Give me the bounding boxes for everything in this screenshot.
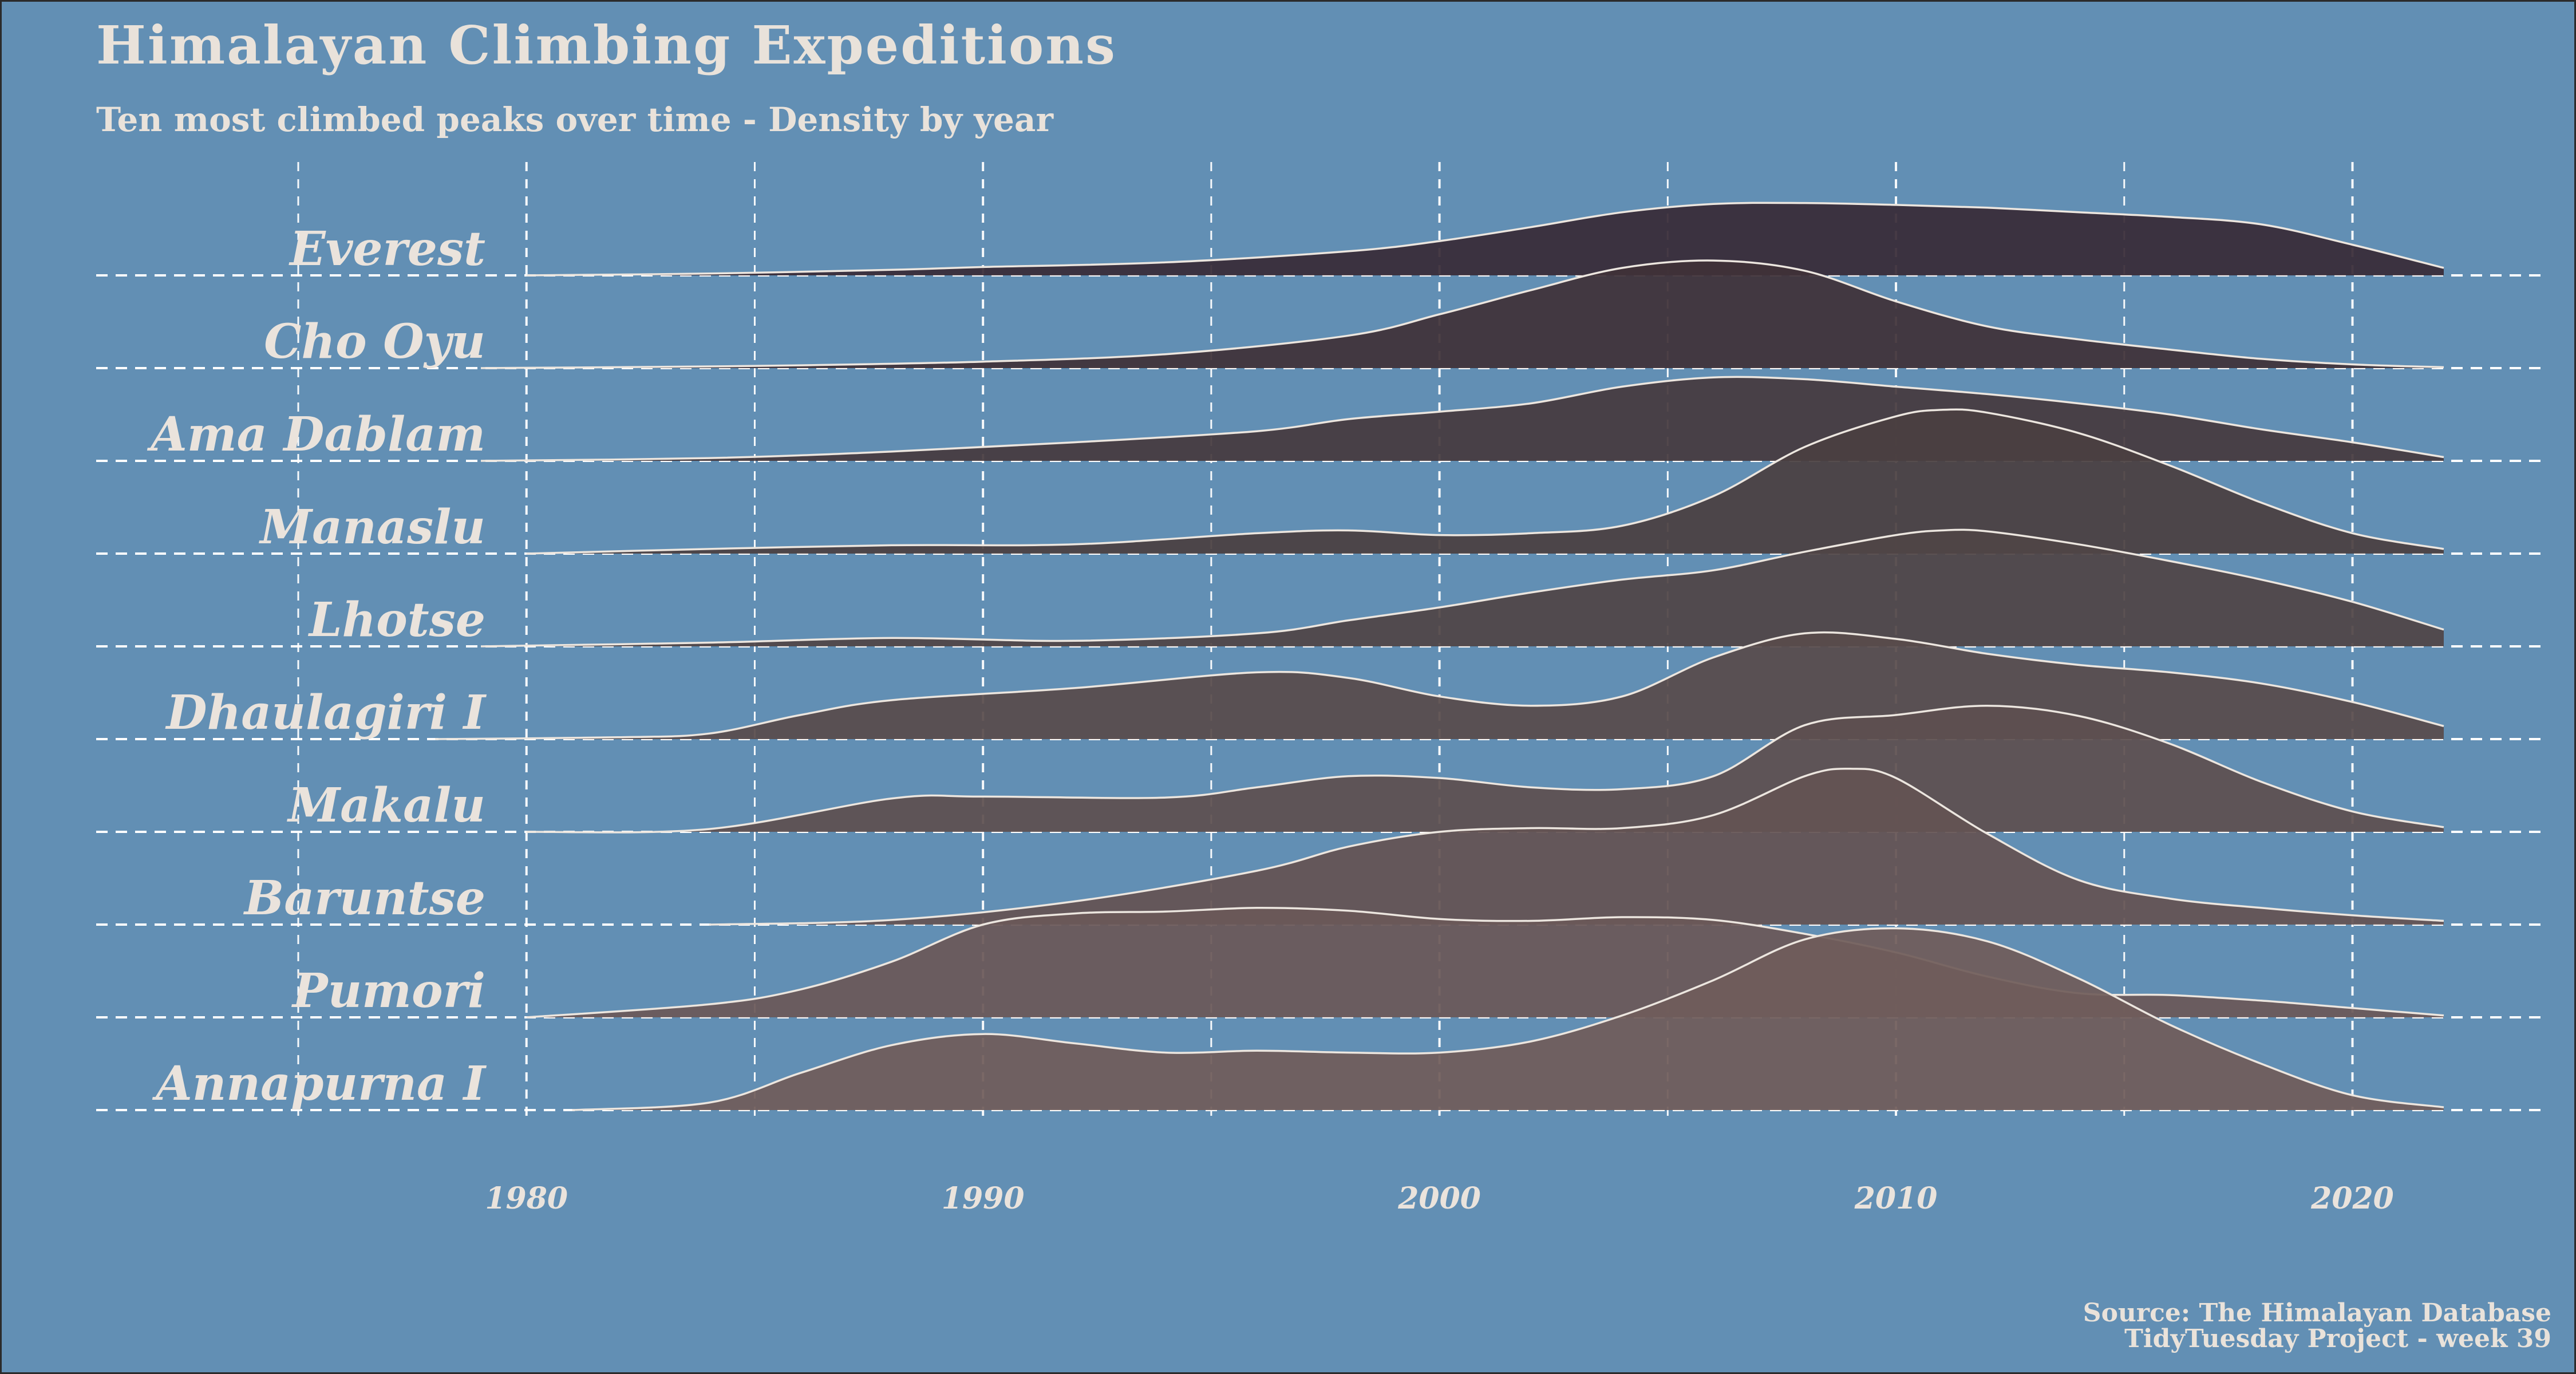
ridge-annapurna-i: Annapurna I [96, 927, 2543, 1111]
ridge-area-manaslu [526, 409, 2444, 554]
peak-label-cho-oyu: Cho Oyu [264, 314, 485, 369]
ridge-area-ama-dablam [481, 377, 2444, 461]
caption-source: Source: The Himalayan Database [2083, 1298, 2551, 1328]
x-tick-label-2000: 2000 [1397, 1181, 1481, 1216]
peak-label-baruntse: Baruntse [243, 871, 485, 926]
peak-label-lhotse: Lhotse [308, 593, 485, 647]
ridge-outline-annapurna-i [572, 927, 2444, 1111]
ridge-area-annapurna-i [572, 928, 2444, 1110]
peak-label-pumori: Pumori [291, 964, 485, 1018]
ridge-outline-manaslu [526, 408, 2444, 555]
ridge-outline-cho-oyu [480, 259, 2444, 369]
peak-label-makalu: Makalu [286, 778, 485, 833]
ridges: Everest Cho Oyu Ama Dablam Manaslu Lhotse Dha… [96, 202, 2543, 1111]
chart-title: Himalayan Climbing Expeditions [96, 14, 1117, 76]
x-tick-label-1990: 1990 [942, 1181, 1025, 1216]
x-axis-tick-labels: 1980 1990 2000 2010 2020 [485, 1181, 2394, 1216]
chart-subtitle: Ten most climbed peaks over time - Densi… [96, 100, 1054, 139]
ridge-ama-dablam: Ama Dablam [96, 376, 2543, 462]
peak-label-dhaulagiri-i: Dhaulagiri I [165, 685, 487, 740]
ridge-outline-pumori [526, 907, 2444, 1018]
ridge-makalu: Makalu [96, 704, 2543, 834]
ridge-lhotse: Lhotse [96, 528, 2543, 647]
ridge-cho-oyu: Cho Oyu [96, 259, 2543, 369]
ridge-outline-baruntse [709, 767, 2444, 926]
peak-label-annapurna-i: Annapurna I [152, 1056, 487, 1111]
x-tick-label-1980: 1980 [485, 1181, 568, 1216]
ridge-area-baruntse [709, 768, 2444, 925]
ridge-everest: Everest [96, 202, 2543, 277]
ridge-outline-lhotse [480, 528, 2444, 647]
ridge-outline-ama-dablam [480, 376, 2444, 462]
peak-label-ama-dablam: Ama Dablam [147, 407, 485, 462]
ridge-outline-makalu [526, 704, 2444, 834]
caption-project: TidyTuesday Project - week 39 [2124, 1324, 2551, 1353]
peak-label-everest: Everest [289, 222, 485, 277]
x-tick-label-2010: 2010 [1854, 1181, 1938, 1216]
ridge-area-lhotse [481, 530, 2444, 646]
ridge-area-cho-oyu [481, 260, 2444, 368]
ridge-manaslu: Manaslu [96, 408, 2543, 555]
ridge-area-everest [526, 203, 2444, 275]
ridge-dhaulagiri-i: Dhaulagiri I [96, 631, 2543, 740]
ridge-outline-everest [526, 202, 2444, 277]
ridge-baruntse: Baruntse [96, 767, 2543, 926]
ridge-outline-dhaulagiri-i [435, 631, 2444, 740]
ridge-area-makalu [526, 705, 2444, 832]
peak-label-manaslu: Manaslu [258, 500, 485, 555]
x-tick-label-2020: 2020 [2310, 1181, 2394, 1216]
